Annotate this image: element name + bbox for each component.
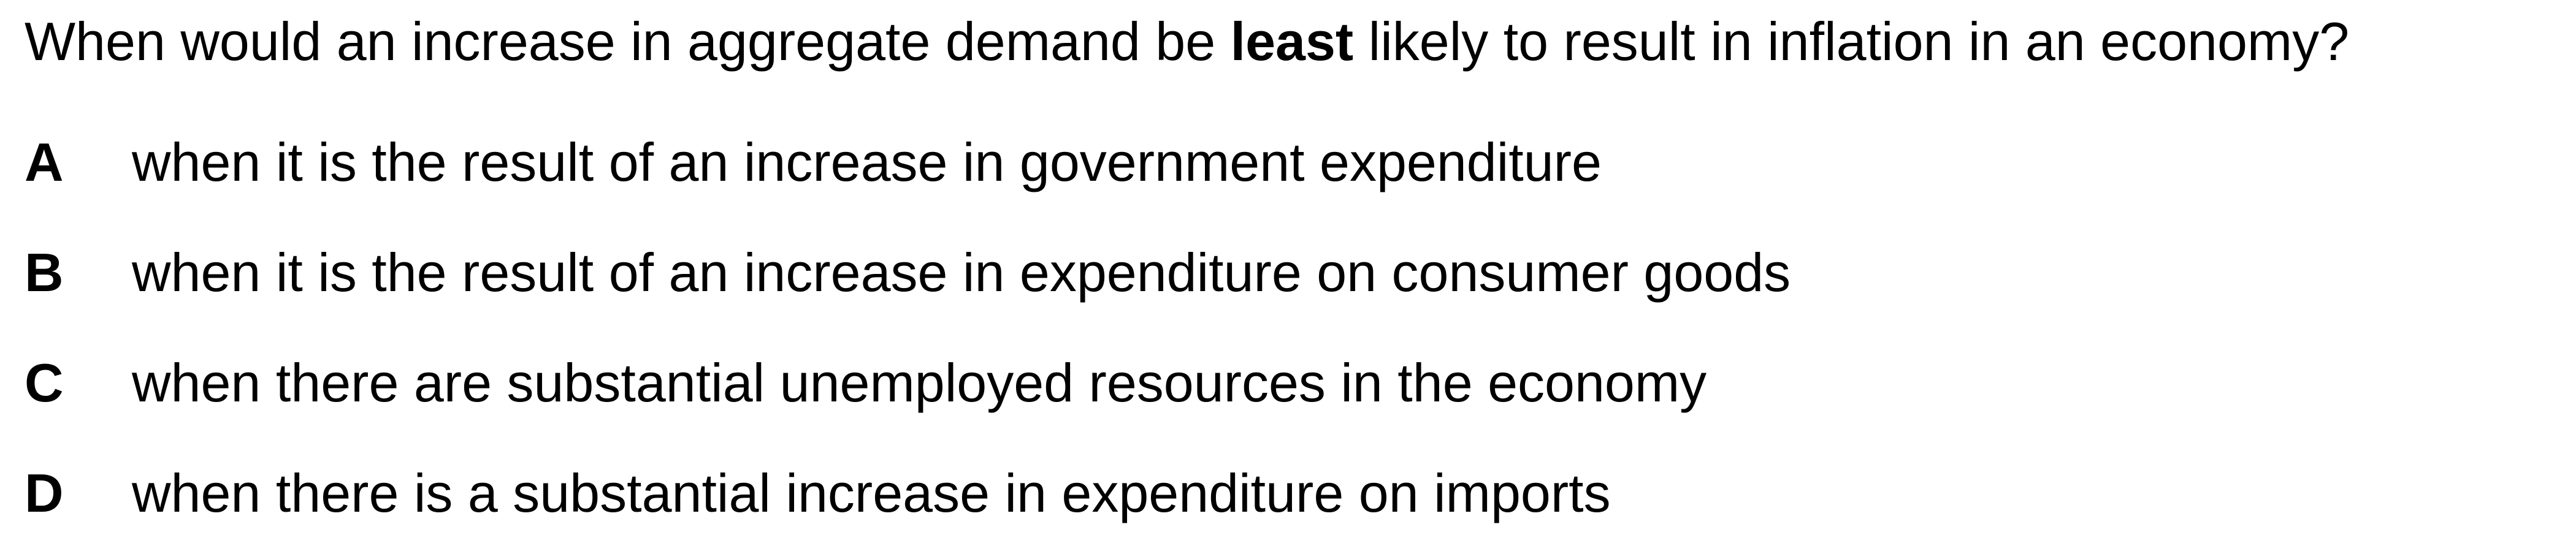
option-letter: C: [25, 352, 64, 413]
option-letter: B: [25, 242, 64, 303]
option-text: when there are substantial unemployed re…: [132, 352, 1707, 413]
question-emphasis: least: [1230, 11, 1354, 72]
option-text: when it is the result of an increase in …: [132, 132, 1602, 192]
option-text: when it is the result of an increase in …: [132, 242, 1791, 303]
option-text: when there is a substantial increase in …: [132, 463, 1611, 523]
option-letter: D: [25, 463, 64, 523]
option-letter: A: [25, 132, 64, 192]
question-text-before: When would an increase in aggregate dema…: [25, 11, 1231, 72]
question-text-after: likely to result in inflation in an econ…: [1353, 11, 2350, 72]
question-text: When would an increase in aggregate dema…: [25, 11, 2349, 72]
